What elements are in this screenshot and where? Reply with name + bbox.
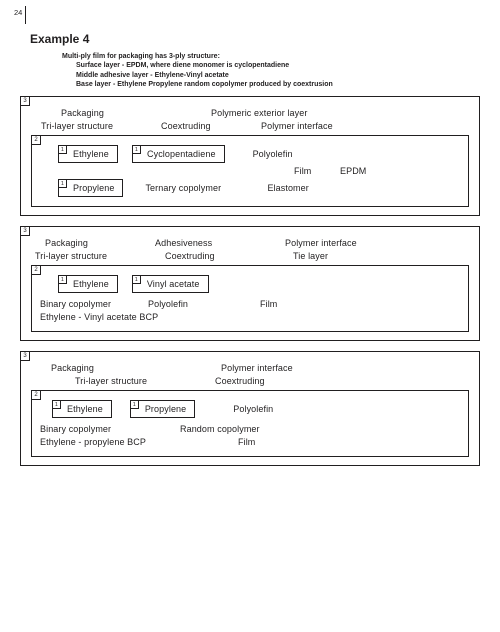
term: Polymer interface xyxy=(261,121,333,131)
term: Polyolefin xyxy=(253,149,293,159)
chip-label: Ethylene xyxy=(73,149,109,159)
term: EPDM xyxy=(340,166,366,176)
term: Tie layer xyxy=(293,251,328,261)
chip-row: 1 Ethylene 1 Propylene Polyolefin xyxy=(40,400,460,418)
term-row: Ethylene - propylene BCP Film xyxy=(40,437,460,447)
term: Polymer interface xyxy=(221,363,293,373)
chip-row: 1 Ethylene 1 Cyclopentadiene Polyolefin xyxy=(40,145,460,163)
term: Packaging xyxy=(61,108,211,118)
chip: 1 Propylene xyxy=(58,179,123,197)
term-row: Binary copolymer Random copolymer xyxy=(40,424,460,434)
chip-label: Propylene xyxy=(73,183,114,193)
intro-line: Multi-ply film for packaging has 3-ply s… xyxy=(62,52,488,61)
chip: 1 Ethylene xyxy=(58,275,118,293)
term: Coextruding xyxy=(215,376,265,386)
term: Film xyxy=(260,299,277,309)
term-row: Binary copolymer Polyolefin Film xyxy=(40,299,460,309)
panel-number: 3 xyxy=(20,226,30,236)
term: Polymer interface xyxy=(285,238,357,248)
inner-number: 2 xyxy=(31,135,41,145)
chip: 1 Ethylene xyxy=(58,145,118,163)
page-number-divider xyxy=(25,6,26,24)
chip-number: 1 xyxy=(58,275,67,284)
term: Tri-layer structure xyxy=(35,251,165,261)
panel-number: 3 xyxy=(20,351,30,361)
panel-number: 3 xyxy=(20,96,30,106)
term: Random copolymer xyxy=(180,424,260,434)
chip-label: Propylene xyxy=(145,404,186,414)
panel-1: 3 Packaging Polymeric exterior layer Tri… xyxy=(20,96,480,216)
inner-number: 2 xyxy=(31,390,41,400)
term-row: Tri-layer structure Coextruding xyxy=(31,376,469,386)
term: Polyolefin xyxy=(148,299,260,309)
intro-line: Middle adhesive layer - Ethylene-Vinyl a… xyxy=(76,71,488,80)
example-title: Example 4 xyxy=(30,32,488,46)
panel-2: 3 Packaging Adhesiveness Polymer interfa… xyxy=(20,226,480,341)
term: Film xyxy=(294,166,340,176)
term: Ethylene - Vinyl acetate BCP xyxy=(40,312,158,322)
term-row: Tri-layer structure Coextruding Polymer … xyxy=(31,121,469,131)
term: Polymeric exterior layer xyxy=(211,108,307,118)
chip-label: Cyclopentadiene xyxy=(147,149,216,159)
term: Ethylene - propylene BCP xyxy=(40,437,238,447)
term: Elastomer xyxy=(267,183,308,193)
intro-line: Base layer - Ethylene Propylene random c… xyxy=(76,80,488,89)
chip-number: 1 xyxy=(58,145,67,154)
intro-block: Multi-ply film for packaging has 3-ply s… xyxy=(62,52,488,90)
term-row: Film EPDM xyxy=(40,166,460,176)
chip-number: 1 xyxy=(132,145,141,154)
chip-label: Ethylene xyxy=(73,279,109,289)
term: Binary copolymer xyxy=(40,299,148,309)
term: Packaging xyxy=(45,238,155,248)
chip-row: 1 Ethylene 1 Vinyl acetate xyxy=(40,275,460,293)
inner-number: 2 xyxy=(31,265,41,275)
chip: 1 Vinyl acetate xyxy=(132,275,209,293)
panel-3: 3 Packaging Polymer interface Tri-layer … xyxy=(20,351,480,466)
term: Film xyxy=(238,437,255,447)
inner-box: 2 1 Ethylene 1 Vinyl acetate Binary copo… xyxy=(31,265,469,332)
chip-label: Ethylene xyxy=(67,404,103,414)
chip: 1 Propylene xyxy=(130,400,195,418)
chip: 1 Ethylene xyxy=(52,400,112,418)
term: Tri-layer structure xyxy=(41,121,161,131)
term-row: Packaging Polymeric exterior layer xyxy=(31,108,469,118)
term-row: Packaging Polymer interface xyxy=(31,363,469,373)
chip: 1 Cyclopentadiene xyxy=(132,145,225,163)
term: Ternary copolymer xyxy=(145,183,267,193)
page-number: 24 xyxy=(14,8,22,17)
chip-row: 1 Propylene Ternary copolymer Elastomer xyxy=(40,179,460,197)
term: Polyolefin xyxy=(233,404,273,414)
term: Adhesiveness xyxy=(155,238,285,248)
term-row: Tri-layer structure Coextruding Tie laye… xyxy=(31,251,469,261)
inner-box: 2 1 Ethylene 1 Cyclopentadiene Polyolefi… xyxy=(31,135,469,207)
term: Coextruding xyxy=(161,121,261,131)
term: Binary copolymer xyxy=(40,424,180,434)
term: Packaging xyxy=(51,363,221,373)
term-row: Packaging Adhesiveness Polymer interface xyxy=(31,238,469,248)
term: Coextruding xyxy=(165,251,293,261)
chip-label: Vinyl acetate xyxy=(147,279,200,289)
inner-box: 2 1 Ethylene 1 Propylene Polyolefin Bina… xyxy=(31,390,469,457)
term: Tri-layer structure xyxy=(75,376,215,386)
intro-line: Surface layer - EPDM, where diene monome… xyxy=(76,61,488,70)
chip-number: 1 xyxy=(130,400,139,409)
chip-number: 1 xyxy=(52,400,61,409)
term-row: Ethylene - Vinyl acetate BCP xyxy=(40,312,460,322)
chip-number: 1 xyxy=(132,275,141,284)
chip-number: 1 xyxy=(58,179,67,188)
